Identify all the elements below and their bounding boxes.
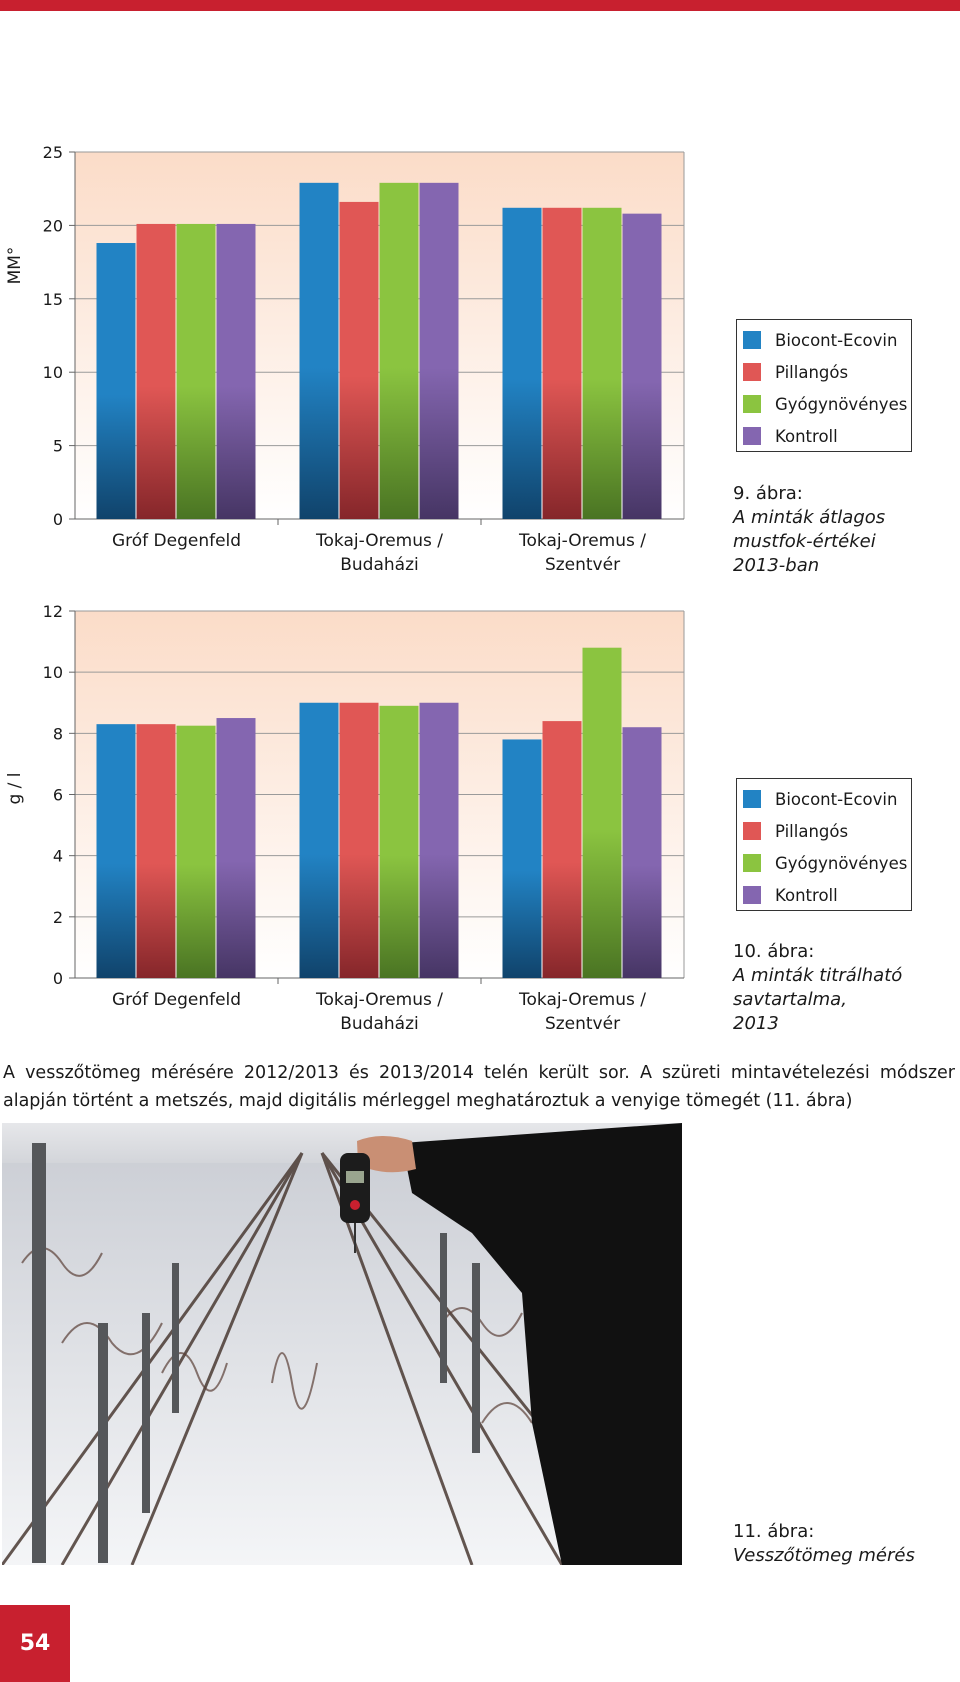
bar — [582, 207, 622, 519]
category-label: Budaházi — [340, 1014, 418, 1034]
legend-chart-1: Biocont-Ecovin Pillangós Gyógynövényes K… — [736, 319, 912, 452]
y-tick-label: 6 — [53, 786, 63, 805]
vineyard-photo — [2, 1123, 682, 1565]
bar — [96, 724, 136, 978]
legend-label: Gyógynövényes — [775, 853, 908, 873]
legend-item: Pillangós — [737, 815, 911, 847]
category-label: Gróf Degenfeld — [112, 531, 241, 551]
legend-item: Kontroll — [737, 420, 911, 452]
legend-swatch — [743, 427, 761, 445]
legend-swatch — [743, 363, 761, 381]
legend-chart-2: Biocont-Ecovin Pillangós Gyógynövényes K… — [736, 778, 912, 911]
bar — [542, 721, 582, 978]
bar — [339, 702, 379, 978]
y-axis-label: MM° — [5, 247, 25, 285]
legend-label: Biocont-Ecovin — [775, 330, 898, 350]
y-tick-label: 5 — [53, 437, 63, 456]
legend-swatch — [743, 854, 761, 872]
y-tick-label: 12 — [43, 602, 63, 621]
y-tick-label: 4 — [53, 847, 63, 866]
y-tick-label: 20 — [43, 216, 63, 235]
y-axis-label: g / l — [5, 772, 25, 804]
vineyard-photo-illustration — [2, 1123, 682, 1565]
y-tick-label: 0 — [53, 969, 63, 988]
category-label: Szentvér — [545, 555, 620, 575]
caption-line: A minták átlagos — [733, 507, 886, 528]
category-label: Szentvér — [545, 1014, 620, 1034]
bar — [622, 727, 662, 978]
bar — [176, 223, 216, 519]
bar — [379, 705, 419, 978]
bar — [502, 739, 542, 978]
page-number: 54 — [0, 1605, 70, 1682]
figure-caption-9: 9. ábra: A minták átlagos mustfok-értéke… — [733, 482, 953, 578]
bar — [96, 243, 136, 519]
figure-caption-10: 10. ábra: A minták titrálható savtartalm… — [733, 940, 953, 1036]
bar — [622, 213, 662, 519]
legend-item: Gyógynövényes — [737, 388, 911, 420]
category-label: Tokaj-Oremus / — [518, 531, 646, 551]
legend-item: Pillangós — [737, 356, 911, 388]
y-tick-label: 8 — [53, 724, 63, 743]
bar — [419, 702, 459, 978]
y-tick-label: 15 — [43, 290, 63, 309]
bar — [379, 182, 419, 519]
category-label: Tokaj-Oremus / — [315, 990, 443, 1010]
top-accent-bar — [0, 0, 960, 11]
category-label: Gróf Degenfeld — [112, 990, 241, 1010]
bar — [299, 182, 339, 519]
bar — [136, 724, 176, 978]
legend-item: Biocont-Ecovin — [737, 783, 911, 815]
legend-label: Kontroll — [775, 426, 838, 446]
bar — [216, 718, 256, 978]
y-tick-label: 25 — [43, 143, 63, 162]
legend-label: Biocont-Ecovin — [775, 789, 898, 809]
caption-title: 9. ábra: — [733, 483, 803, 504]
y-tick-label: 0 — [53, 510, 63, 529]
legend-label: Pillangós — [775, 821, 849, 841]
figure-caption-11: 11. ábra: Vesszőtömeg mérés — [733, 1520, 953, 1568]
legend-swatch — [743, 790, 761, 808]
bar — [582, 647, 622, 978]
chart-mustfok: 0 5 10 15 20 25 Gróf Degenfeld Tokaj-Oremus / Bu… — [5, 143, 685, 575]
legend-swatch — [743, 822, 761, 840]
legend-label: Kontroll — [775, 885, 838, 905]
legend-swatch — [743, 331, 761, 349]
bar — [299, 702, 339, 978]
caption-line: savtartalma, — [733, 989, 847, 1010]
legend-label: Gyógynövényes — [775, 394, 908, 414]
bar — [339, 201, 379, 520]
legend-swatch — [743, 886, 761, 904]
bar — [136, 223, 176, 519]
legend-item: Kontroll — [737, 879, 911, 911]
caption-line: 2013 — [733, 1013, 779, 1034]
caption-line: mustfok-értékei — [733, 531, 876, 552]
bar — [216, 223, 256, 519]
caption-line: Vesszőtömeg mérés — [733, 1545, 915, 1566]
category-label: Budaházi — [340, 555, 418, 575]
y-tick-label: 2 — [53, 908, 63, 927]
legend-swatch — [743, 395, 761, 413]
caption-title: 10. ábra: — [733, 941, 815, 962]
y-tick-label: 10 — [43, 363, 63, 382]
legend-item: Biocont-Ecovin — [737, 324, 911, 356]
category-label: Tokaj-Oremus / — [315, 531, 443, 551]
caption-title: 11. ábra: — [733, 1521, 815, 1542]
caption-line: 2013-ban — [733, 555, 820, 576]
legend-label: Pillangós — [775, 362, 849, 382]
category-label: Tokaj-Oremus / — [518, 990, 646, 1010]
legend-item: Gyógynövényes — [737, 847, 911, 879]
bar — [542, 207, 582, 519]
chart-savtartalom: 0 2 4 6 8 10 12 Gróf Degenfeld Tokaj-Oremus / Bud… — [5, 602, 685, 1034]
caption-line: A minták titrálható — [733, 965, 903, 986]
bar — [502, 207, 542, 519]
bar — [176, 725, 216, 978]
y-tick-label: 10 — [43, 663, 63, 682]
body-paragraph: A vesszőtömeg mérésére 2012/2013 és 2013… — [3, 1063, 955, 1111]
bar — [419, 182, 459, 519]
